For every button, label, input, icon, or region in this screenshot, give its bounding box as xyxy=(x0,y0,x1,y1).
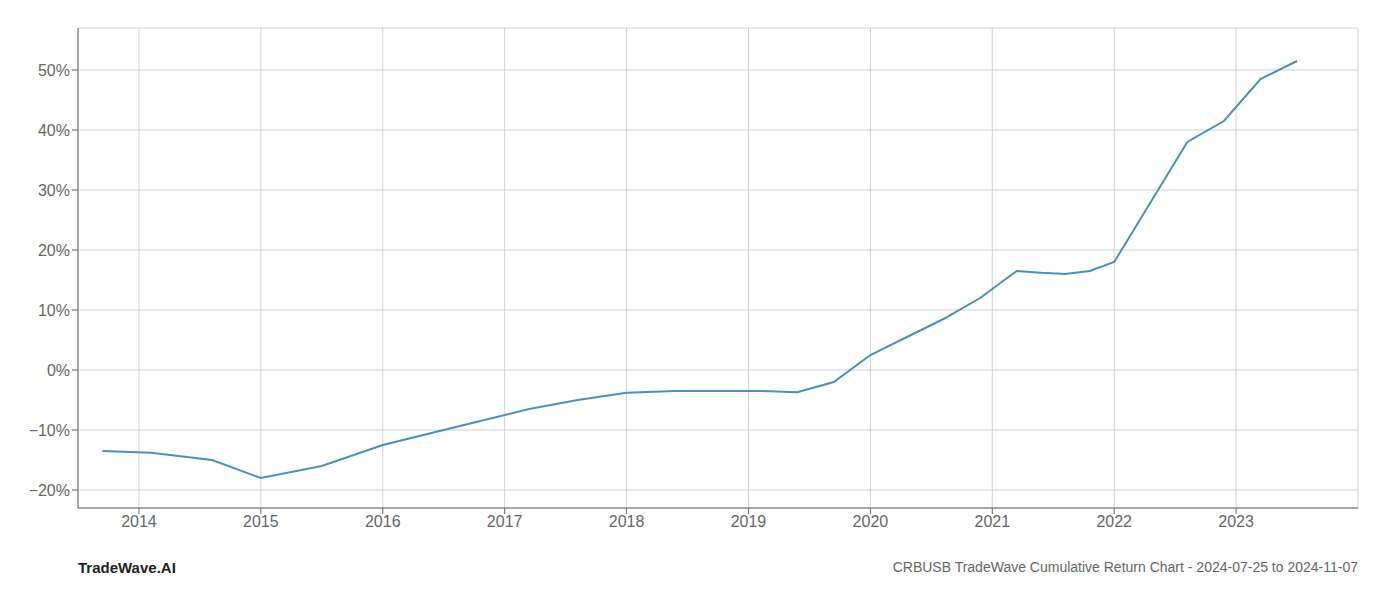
html-text:CRBUSB TradeWave Cumulative Re: CRBUSB TradeWave Cumulative Return Chart… xyxy=(892,559,1358,575)
svg-text:−20%: −20% xyxy=(29,482,70,499)
svg-text:2021: 2021 xyxy=(974,513,1010,530)
svg-text:2019: 2019 xyxy=(731,513,767,530)
svg-text:2017: 2017 xyxy=(487,513,523,530)
svg-text:0%: 0% xyxy=(47,362,70,379)
svg-text:2022: 2022 xyxy=(1096,513,1132,530)
svg-text:2016: 2016 xyxy=(365,513,401,530)
svg-text:2018: 2018 xyxy=(609,513,645,530)
html-text:TradeWave.AI: TradeWave.AI xyxy=(78,558,176,576)
svg-text:−10%: −10% xyxy=(29,422,70,439)
svg-text:2014: 2014 xyxy=(121,513,157,530)
svg-text:2015: 2015 xyxy=(243,513,279,530)
svg-text:2020: 2020 xyxy=(853,513,889,530)
svg-text:30%: 30% xyxy=(38,182,70,199)
svg-text:40%: 40% xyxy=(38,122,70,139)
svg-text:50%: 50% xyxy=(38,62,70,79)
svg-text:20%: 20% xyxy=(38,242,70,259)
svg-text:10%: 10% xyxy=(38,302,70,319)
svg-text:2023: 2023 xyxy=(1218,513,1254,530)
